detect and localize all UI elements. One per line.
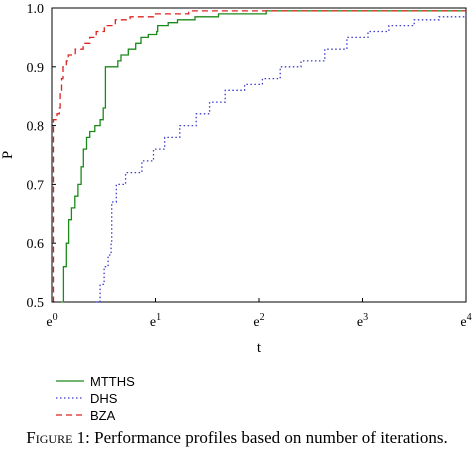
series-line-bza (52, 10, 466, 303)
figure-caption-text: : Performance profiles based on number o… (85, 428, 448, 447)
x-axis-label: t (257, 340, 262, 356)
y-tick-label: 1.0 (27, 2, 45, 17)
y-tick-label: 0.9 (27, 61, 45, 76)
y-tick-label: 0.6 (27, 237, 45, 252)
legend: MTTHS DHS BZA (56, 374, 135, 420)
series-layer (52, 10, 467, 303)
legend-label-mtths: MTTHS (90, 374, 135, 389)
x-tick-label: e3 (357, 312, 368, 330)
x-tick-label: e4 (460, 312, 471, 330)
plot-frame (51, 7, 467, 303)
plot-area: e0 e1 e2 e3 e4 0.5 0.6 0.7 0.8 0.9 1.0 (27, 2, 472, 330)
x-tick-label: e2 (253, 312, 264, 330)
figure-caption-label: Figure 1 (26, 428, 86, 447)
y-tick-label: 0.7 (27, 178, 45, 193)
y-axis-label: P (0, 151, 16, 159)
legend-label-dhs: DHS (90, 391, 118, 406)
series-line-mtths (61, 10, 466, 303)
x-tick-label: e1 (150, 312, 161, 330)
y-tick-label: 0.5 (27, 296, 45, 311)
legend-label-bza: BZA (90, 408, 116, 420)
y-axis-ticks: 0.5 0.6 0.7 0.8 0.9 1.0 (27, 2, 56, 311)
series-line-dhs (96, 13, 467, 303)
y-tick-label: 0.8 (27, 120, 45, 135)
figure-caption: Figure 1: Performance profiles based on … (0, 428, 474, 448)
performance-profile-chart: e0 e1 e2 e3 e4 0.5 0.6 0.7 0.8 0.9 1.0 t P MTTHS D… (0, 2, 472, 420)
x-tick-label: e0 (46, 312, 57, 330)
x-axis-ticks: e0 e1 e2 e3 e4 (46, 298, 472, 330)
